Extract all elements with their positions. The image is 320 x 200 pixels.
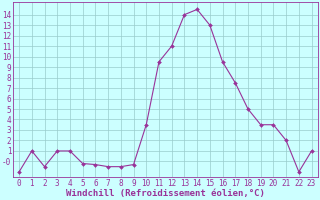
X-axis label: Windchill (Refroidissement éolien,°C): Windchill (Refroidissement éolien,°C) [66,189,265,198]
